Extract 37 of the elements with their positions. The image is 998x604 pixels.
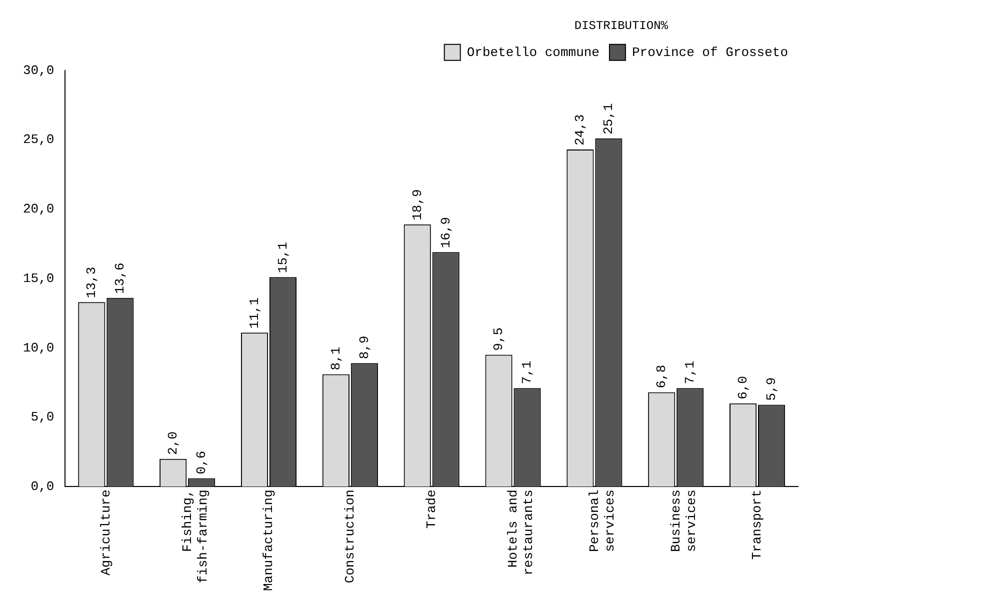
y-tick-label: 10,0 bbox=[22, 340, 54, 356]
data-label: 16,9 bbox=[438, 216, 454, 248]
x-tick-label: Manufacturing bbox=[261, 490, 276, 592]
data-label: 2,0 bbox=[166, 431, 181, 455]
data-label: 7,1 bbox=[682, 360, 698, 384]
data-label: 24,3 bbox=[572, 114, 588, 146]
data-label: 13,6 bbox=[112, 262, 128, 294]
data-label: 6,0 bbox=[735, 376, 750, 400]
x-tick-label: Transport bbox=[750, 490, 765, 560]
data-label: 8,1 bbox=[328, 346, 344, 370]
y-tick-label: 5,0 bbox=[30, 410, 54, 425]
data-label: 8,9 bbox=[356, 336, 372, 360]
y-tick-label: 30,0 bbox=[22, 62, 54, 78]
data-label: 13,3 bbox=[84, 266, 100, 298]
data-label: 11,1 bbox=[246, 297, 262, 329]
data-label: 7,1 bbox=[520, 360, 535, 384]
x-tick-label: Trade bbox=[424, 490, 440, 529]
y-tick-label: 20,0 bbox=[22, 202, 54, 217]
x-tick-label: Fishing, fish-farming bbox=[180, 490, 210, 584]
x-tick-label: Construction bbox=[342, 490, 358, 584]
legend-label: Orbetello commune bbox=[466, 44, 600, 60]
data-label: 9,5 bbox=[491, 327, 506, 351]
data-label: 25,1 bbox=[601, 102, 616, 134]
legend-title: DISTRIBUTION% bbox=[574, 19, 669, 34]
x-tick-label: Agriculture bbox=[98, 490, 114, 576]
legend-label: Province of Grosseto bbox=[632, 44, 788, 60]
x-tick-label: Hotels and restaurants bbox=[505, 490, 536, 576]
y-tick-label: 0,0 bbox=[30, 479, 54, 494]
data-label: 6,8 bbox=[654, 364, 670, 388]
data-label: 5,9 bbox=[764, 377, 779, 401]
x-tick-label: Personal services bbox=[586, 489, 618, 552]
y-tick-label: 25,0 bbox=[22, 132, 54, 148]
data-label: 18,9 bbox=[410, 189, 425, 220]
data-label: 0,6 bbox=[194, 450, 210, 474]
y-tick-label: 15,0 bbox=[22, 270, 54, 286]
data-label: 15,1 bbox=[275, 242, 290, 274]
x-tick-label: Business services bbox=[668, 490, 699, 552]
